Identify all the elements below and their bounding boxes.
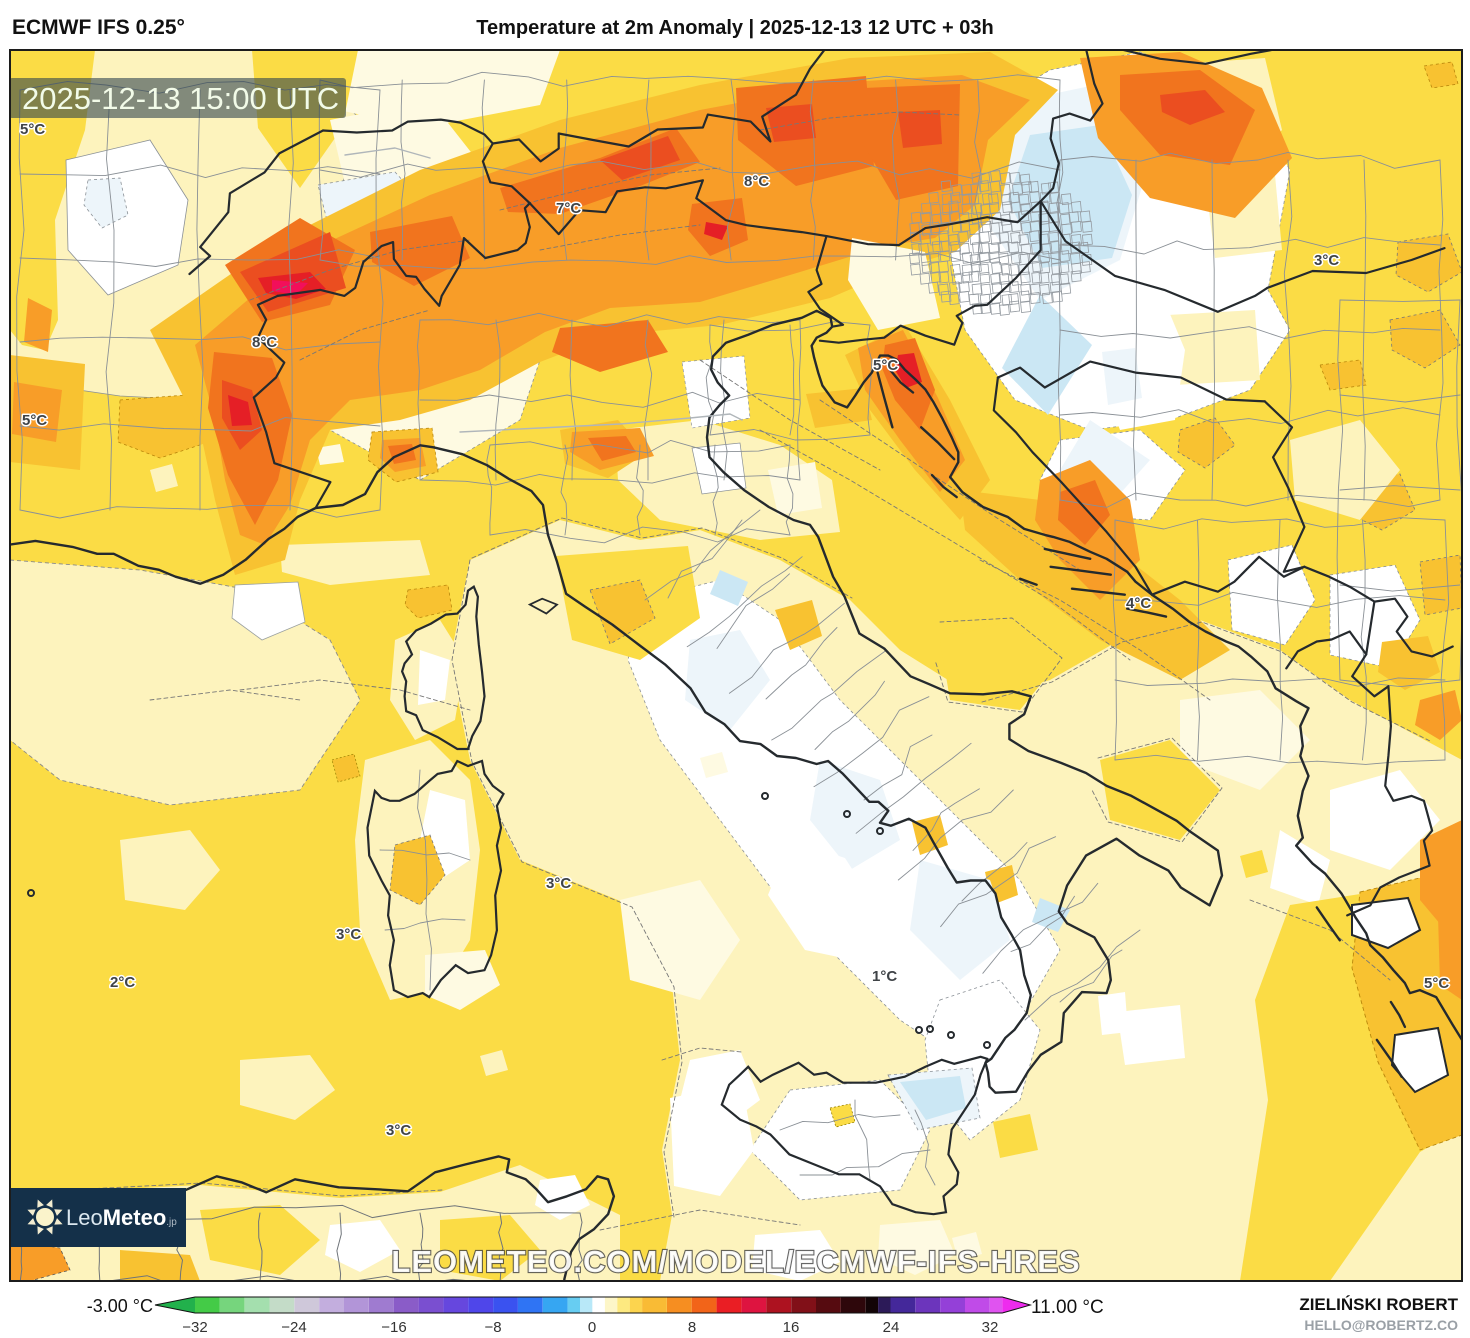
svg-text:ECMWF IFS 0.25°: ECMWF IFS 0.25°	[12, 16, 185, 39]
svg-text:−24: −24	[281, 1319, 306, 1336]
svg-text:5°C: 5°C	[873, 357, 898, 374]
svg-text:8°C: 8°C	[252, 334, 277, 351]
svg-text:5°C: 5°C	[1424, 975, 1449, 992]
svg-text:8: 8	[688, 1319, 696, 1336]
svg-text:5°C: 5°C	[22, 412, 47, 429]
svg-text:2025-12-13 15:00 UTC: 2025-12-13 15:00 UTC	[22, 81, 339, 116]
svg-text:−8: −8	[484, 1319, 501, 1336]
svg-text:5°C: 5°C	[20, 121, 45, 138]
svg-text:8°C: 8°C	[744, 173, 769, 190]
svg-text:2°C: 2°C	[110, 974, 135, 991]
svg-text:3°C: 3°C	[336, 926, 361, 943]
svg-text:1°C: 1°C	[872, 968, 897, 985]
svg-text:LeoMeteo.jp: LeoMeteo.jp	[66, 1205, 177, 1230]
svg-text:Temperature at 2m Anomaly | 20: Temperature at 2m Anomaly | 2025-12-13 1…	[476, 17, 993, 39]
svg-text:3°C: 3°C	[1314, 252, 1339, 269]
svg-text:24: 24	[883, 1319, 900, 1336]
svg-text:-3.00 °C: -3.00 °C	[87, 1296, 153, 1316]
svg-text:ZIELIŃSKI ROBERT: ZIELIŃSKI ROBERT	[1299, 1295, 1458, 1314]
svg-text:0: 0	[588, 1319, 596, 1336]
svg-text:7°C: 7°C	[556, 200, 581, 217]
svg-text:4°C: 4°C	[1126, 595, 1151, 612]
svg-text:11.00 °C: 11.00 °C	[1031, 1297, 1104, 1318]
svg-text:16: 16	[783, 1319, 800, 1336]
svg-text:LEOMETEO.COM/MODEL/ECMWF-IFS-H: LEOMETEO.COM/MODEL/ECMWF-IFS-HRES	[391, 1244, 1080, 1279]
svg-text:3°C: 3°C	[386, 1122, 411, 1139]
svg-text:−32: −32	[182, 1319, 207, 1336]
svg-text:−16: −16	[381, 1319, 406, 1336]
svg-text:HELLO@ROBERTZ.CO: HELLO@ROBERTZ.CO	[1304, 1317, 1458, 1333]
svg-text:3°C: 3°C	[546, 875, 571, 892]
svg-text:32: 32	[982, 1319, 999, 1336]
